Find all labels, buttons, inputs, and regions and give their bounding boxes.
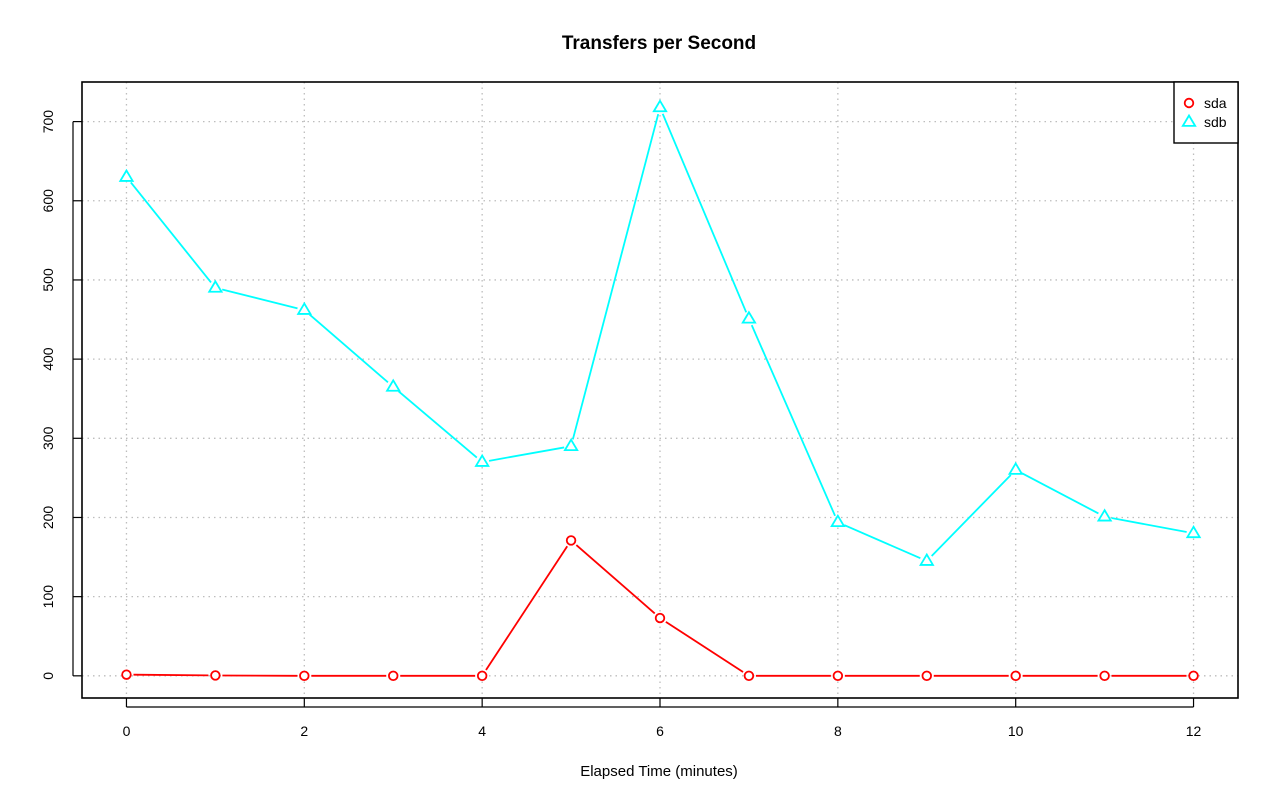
series-line-segment-sdb [488,446,565,462]
data-point-sdb [118,168,135,182]
series-line-segment-sdb [1021,472,1099,515]
data-point-sdb [741,310,757,324]
data-point-sda [743,670,755,682]
data-point-sdb [207,279,224,293]
series-line-segment-sda [133,673,209,677]
data-point-sda [565,535,577,546]
series-line-segment-sda [575,544,656,615]
y-axis: 0 100 200 300 400 500 600 700 [40,110,82,680]
y-tick-label: 300 [40,426,56,450]
data-point-sdb [1007,461,1024,475]
series-line-segment-sdb [843,524,921,560]
data-point-sda [654,612,666,624]
series-line-segment-sda [485,545,568,671]
data-point-sdb [830,513,846,528]
x-tick-label: 2 [300,723,308,739]
legend-label-sda: sda [1204,95,1227,111]
series-line-segment-sdb [130,181,212,283]
data-point-sdb [1185,525,1202,539]
series-layer [118,99,1202,682]
series-line-segment-sdb [931,474,1012,557]
data-point-sdb [1096,508,1113,522]
series-line-segment-sdb [571,113,660,440]
data-point-sdb [296,301,313,315]
series-line-segment-sdb [661,113,748,313]
data-point-sda [832,670,844,682]
x-tick-label: 0 [123,723,131,739]
data-point-sda [1099,670,1110,682]
series-line-segment-sda [665,621,744,673]
series-line-segment-sdb [397,390,478,459]
y-tick-label: 0 [40,672,56,680]
data-point-sda [210,670,221,681]
series-line-segment-sdb [1111,517,1187,533]
data-point-sda [921,670,932,682]
chart-title: Transfers per Second [562,33,756,54]
data-point-sda [1010,670,1021,682]
series-line-segment-sdb [221,288,298,310]
x-tick-label: 4 [478,723,486,739]
data-point-sdb [652,99,668,113]
y-tick-label: 100 [40,585,56,609]
series-line-segment-sdb [750,324,836,517]
data-point-sda [1188,670,1199,682]
data-point-sda [121,669,132,680]
y-tick-label: 200 [40,506,56,530]
y-tick-label: 500 [40,268,56,292]
y-tick-label: 700 [40,110,56,134]
x-tick-label: 6 [656,723,664,739]
data-point-sdb [385,378,401,392]
series-sdb [118,99,1202,566]
data-point-sdb [919,552,935,566]
x-axis-label: Elapsed Time (minutes) [580,763,738,780]
data-point-sda [388,670,399,682]
legend-marker-sda [1183,97,1195,109]
legend-label-sdb: sdb [1204,114,1227,130]
y-tick-label: 600 [40,189,56,213]
data-point-sda [476,670,488,682]
series-sda [121,535,1199,682]
x-tick-label: 8 [834,723,842,739]
legend: sda sdb [1173,81,1239,144]
grid-lines [82,82,1238,698]
x-tick-label: 12 [1186,723,1202,739]
legend-box [1173,81,1239,144]
data-point-sdb [563,437,579,452]
x-tick-label: 10 [1008,723,1024,739]
data-point-sda [299,670,310,682]
y-tick-label: 400 [40,347,56,371]
data-point-sdb [474,453,490,467]
x-axis: 0 2 4 6 8 10 12 [123,698,1202,739]
series-line-segment-sdb [309,313,389,383]
legend-marker-sdb [1181,113,1197,127]
